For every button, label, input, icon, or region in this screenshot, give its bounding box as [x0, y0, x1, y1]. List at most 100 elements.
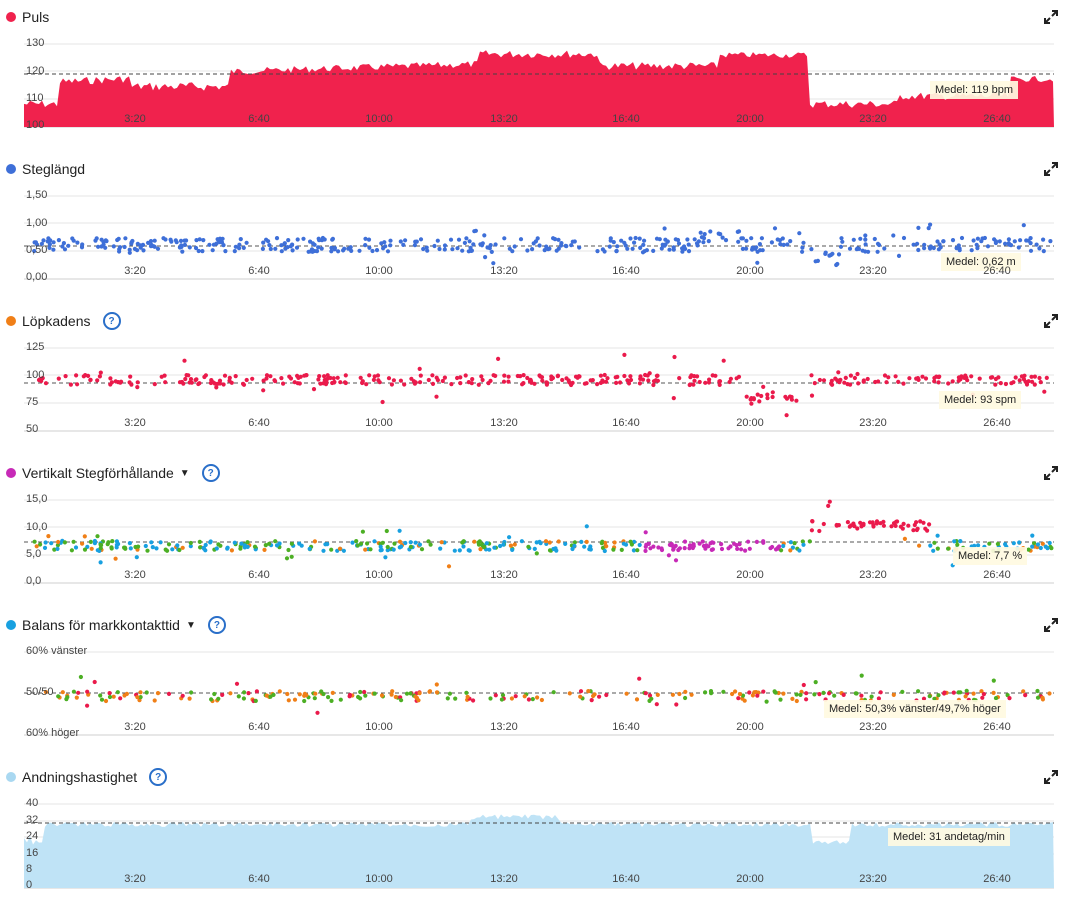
data-point: [92, 679, 97, 685]
help-icon[interactable]: ?: [207, 616, 226, 634]
data-point: [637, 676, 642, 681]
data-point: [398, 239, 403, 244]
data-point: [564, 244, 569, 249]
data-point: [575, 375, 580, 380]
x-tick: 6:40: [248, 265, 270, 277]
y-tick: 60% höger: [26, 727, 80, 739]
help-icon[interactable]: ?: [102, 312, 121, 330]
data-point: [595, 382, 600, 387]
data-point: [567, 380, 572, 385]
data-point: [434, 690, 440, 695]
data-point: [228, 691, 233, 696]
data-point: [743, 548, 748, 553]
expand-icon[interactable]: [1044, 618, 1058, 632]
data-point: [931, 548, 936, 553]
data-point: [482, 233, 487, 238]
data-point: [117, 247, 122, 252]
data-point: [980, 695, 985, 700]
data-point: [951, 690, 956, 695]
data-point: [215, 381, 220, 386]
data-point: [993, 382, 998, 387]
data-point: [294, 245, 300, 250]
data-point: [703, 546, 708, 551]
puls-chart: [24, 43, 1054, 128]
data-point: [926, 226, 931, 231]
x-tick: 23:20: [859, 113, 887, 125]
y-tick: 0,50: [26, 244, 48, 256]
data-point: [911, 242, 916, 247]
data-point: [685, 237, 690, 242]
data-point: [55, 543, 61, 548]
data-point: [1003, 241, 1008, 246]
y-tick: 60% vänster: [26, 645, 88, 657]
data-point: [170, 547, 175, 552]
data-point: [509, 696, 514, 701]
data-point: [71, 689, 76, 694]
data-point: [985, 244, 991, 249]
data-point: [197, 237, 202, 242]
data-point: [32, 248, 37, 254]
data-point: [82, 547, 88, 552]
data-point: [1021, 223, 1026, 228]
data-point: [615, 244, 620, 249]
help-icon[interactable]: ?: [201, 464, 220, 482]
data-point: [309, 247, 315, 252]
data-point: [692, 378, 697, 383]
data-point: [127, 250, 132, 255]
data-point: [500, 693, 506, 698]
x-tick: 20:00: [736, 417, 764, 429]
data-point: [182, 358, 187, 363]
data-point: [392, 541, 397, 546]
data-point: [710, 373, 715, 378]
data-point: [525, 248, 530, 253]
data-point: [603, 540, 608, 545]
data-point: [956, 375, 962, 380]
data-point: [98, 693, 103, 698]
data-point: [1023, 379, 1028, 384]
expand-icon[interactable]: [1044, 162, 1058, 176]
data-point: [755, 260, 760, 265]
data-point: [614, 248, 619, 254]
data-point: [501, 542, 506, 547]
data-point: [996, 375, 1001, 380]
expand-icon[interactable]: [1044, 466, 1058, 480]
data-point: [1035, 688, 1040, 694]
data-point: [372, 539, 377, 544]
data-point: [481, 545, 487, 550]
data-point: [445, 696, 450, 701]
data-point: [812, 692, 817, 697]
expand-icon[interactable]: [1044, 314, 1058, 328]
data-point: [969, 248, 974, 253]
andning-chart: [24, 803, 1054, 889]
x-tick: 3:20: [124, 873, 146, 885]
data-point: [647, 693, 653, 698]
data-point: [360, 529, 365, 534]
data-point: [489, 249, 494, 254]
data-point: [928, 543, 933, 548]
data-point: [675, 237, 681, 243]
expand-icon[interactable]: [1044, 770, 1058, 784]
data-point: [779, 548, 784, 553]
data-point: [801, 542, 806, 547]
help-icon[interactable]: ?: [149, 768, 168, 786]
data-point: [1047, 540, 1052, 546]
data-point: [677, 376, 682, 381]
data-point: [143, 543, 148, 549]
data-point: [1042, 389, 1047, 394]
data-point: [109, 380, 114, 385]
data-point: [680, 249, 685, 254]
data-point: [379, 693, 385, 698]
data-point: [547, 540, 552, 545]
data-point: [742, 698, 747, 703]
dropdown-caret-icon[interactable]: ▼: [179, 467, 190, 479]
dropdown-caret-icon[interactable]: ▼: [185, 619, 196, 631]
expand-icon[interactable]: [1044, 10, 1058, 24]
data-point: [179, 244, 184, 249]
data-point: [717, 379, 722, 384]
data-point: [790, 696, 795, 701]
data-point: [182, 238, 187, 243]
data-point: [63, 374, 68, 379]
data-point: [62, 540, 67, 545]
data-point: [1012, 239, 1017, 244]
x-tick: 23:20: [859, 417, 887, 429]
